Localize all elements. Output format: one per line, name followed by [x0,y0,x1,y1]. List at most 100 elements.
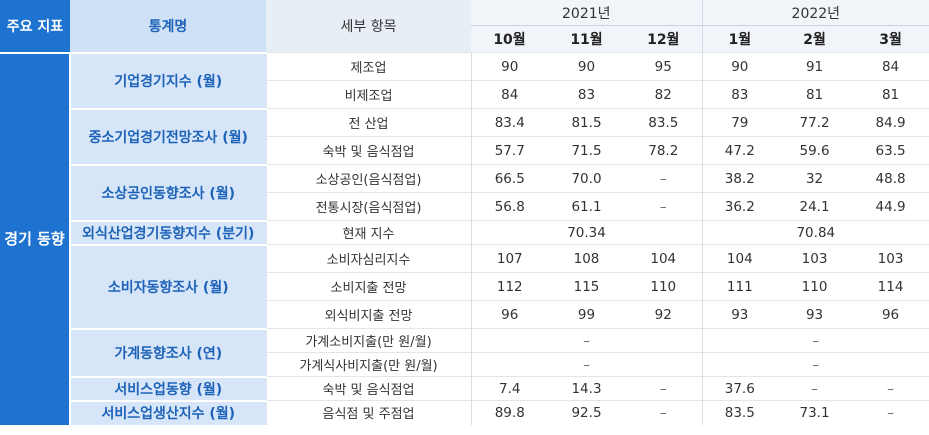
detail-item-cell: 숙박 및 음식점업 [265,376,471,401]
value-cell: 90 [470,52,548,81]
value-cell: 24.1 [777,192,853,221]
value-cell: 83 [548,80,625,109]
value-cell: 95 [625,52,703,81]
value-cell: 84 [470,80,548,109]
stat-name-header: 통계명 [70,0,266,53]
table-row: 비제조업 84 83 82 83 81 81 [0,80,929,109]
value-cell: 36.2 [701,192,778,221]
merged-value-cell: 70.34 [470,220,703,245]
value-cell: 83.5 [625,108,703,137]
value-cell: 77.2 [777,108,853,137]
main-indicator-header: 주요 지표 [0,0,70,53]
table-row: 소비자동향조사 (월) 소비자심리지수 107 108 104 104 103 103 [0,243,929,329]
value-cell: 70.0 [548,164,625,193]
value-cell: 93 [701,300,778,329]
value-cell: 103 [852,244,929,273]
value-cell: 83.5 [701,400,778,425]
value-cell: 84 [852,52,929,81]
value-cell: 82 [625,80,703,109]
value-cell: 93 [777,300,853,329]
value-cell: 104 [625,244,703,273]
value-cell: 81 [777,80,853,109]
table-row: 서비스업생산지수 (월) 음식점 및 주점업 89.8 92.5–83.5 73.1– [0,399,929,425]
detail-item-header: 세부 항목 [266,0,471,53]
value-cell: – [625,400,703,425]
detail-item-cell: 소상공인(음식점업) [265,164,471,193]
detail-item-cell: 현재 지수 [265,220,471,245]
value-cell: – [625,164,703,193]
detail-item-cell: 외식비지출 전망 [265,300,471,329]
year-header-2021: 2021년 [471,0,703,26]
month-header: 2월 [777,25,853,53]
value-cell: 96 [852,300,929,329]
table-row: 외식산업경기동향지수 (분기) 현재 지수 70.34 70.84 [0,219,929,245]
value-cell: 14.3 [548,376,625,401]
table-row: 소상공인동향조사 (월) 소상공인(음식점업) 66.5 70.0–38.2 32 48.… [0,163,929,221]
value-cell: 96 [470,300,548,329]
value-cell: 57.7 [470,136,548,165]
table-row: 외식비지출 전망 96 99 92 93 93 96 [0,300,929,329]
value-cell: 90 [701,52,778,81]
year-header-2022: 2022년 [701,0,929,26]
value-cell: – [625,192,703,221]
value-cell: 92.5 [548,400,625,425]
detail-item-cell: 숙박 및 음식점업 [265,136,471,165]
value-cell: 71.5 [548,136,625,165]
economic-indicator-table: 주요 지표 통계명 세부 항목 2021년 2022년 10월 11월 12월 … [0,0,929,425]
detail-item-cell: 비제조업 [265,80,471,109]
stat-name-cell: 외식산업경기동향지수 (분기) [69,219,266,245]
value-cell: 110 [777,272,853,301]
value-cell: 84.9 [852,108,929,137]
value-cell: 89.8 [470,400,548,425]
value-cell: 37.6 [701,376,778,401]
stat-name-cell: 소상공인동향조사 (월) [69,163,266,221]
detail-item-cell: 제조업 [265,52,471,81]
value-cell: 114 [852,272,929,301]
stat-name-cell: 기업경기지수 (월) [69,51,266,109]
value-cell: 110 [625,272,703,301]
value-cell: 104 [701,244,778,273]
table-row: 경기 동향 기업경기지수 (월) 제조업 90 90 95 90 91 84 [0,51,929,425]
stat-name-cell: 소비자동향조사 (월) [69,243,266,329]
detail-item-cell: 전 산업 [265,108,471,137]
value-cell: 92 [625,300,703,329]
value-cell: – [777,376,853,401]
value-cell: 103 [777,244,853,273]
merged-value-cell: – [701,328,929,353]
month-header: 1월 [701,25,778,53]
value-cell: 79 [701,108,778,137]
table-row: 가계식사비지출(만 원/월) – – [0,352,929,377]
merged-value-cell: – [470,328,703,353]
value-cell: – [852,376,929,401]
detail-item-cell: 전통시장(음식점업) [265,192,471,221]
value-cell: 108 [548,244,625,273]
table-row: 중소기업경기전망조사 (월) 전 산업 83.4 81.5 83.5 79 77.2 84.9 [0,107,929,165]
category-cell: 경기 동향 [0,51,70,425]
stat-name-cell: 서비스업동향 (월) [69,375,266,401]
table-row: 전통시장(음식점업) 56.8 61.1–36.2 24.1 44.9 [0,192,929,221]
merged-value-cell: – [470,352,703,377]
month-header: 10월 [471,25,548,53]
value-cell: 90 [548,52,625,81]
detail-item-cell: 가계식사비지출(만 원/월) [265,352,471,377]
value-cell: 48.8 [852,164,929,193]
month-header: 3월 [852,25,929,53]
stat-name-cell: 서비스업생산지수 (월) [69,399,266,425]
value-cell: – [625,376,703,401]
detail-item-cell: 소비자심리지수 [265,244,471,273]
value-cell: 73.1 [777,400,853,425]
value-cell: 112 [470,272,548,301]
value-cell: 91 [777,52,853,81]
value-cell: 107 [470,244,548,273]
value-cell: 32 [777,164,853,193]
value-cell: 66.5 [470,164,548,193]
value-cell: 63.5 [852,136,929,165]
value-cell: 81.5 [548,108,625,137]
value-cell: 115 [548,272,625,301]
table-row: 숙박 및 음식점업 57.7 71.5 78.2 47.2 59.6 63.5 [0,136,929,165]
value-cell: 61.1 [548,192,625,221]
detail-item-cell: 음식점 및 주점업 [265,400,471,425]
table-row: 가계동향조사 (연) 가계소비지출(만 원/월) – – [0,327,929,377]
month-header: 11월 [548,25,625,53]
month-header: 12월 [625,25,703,53]
